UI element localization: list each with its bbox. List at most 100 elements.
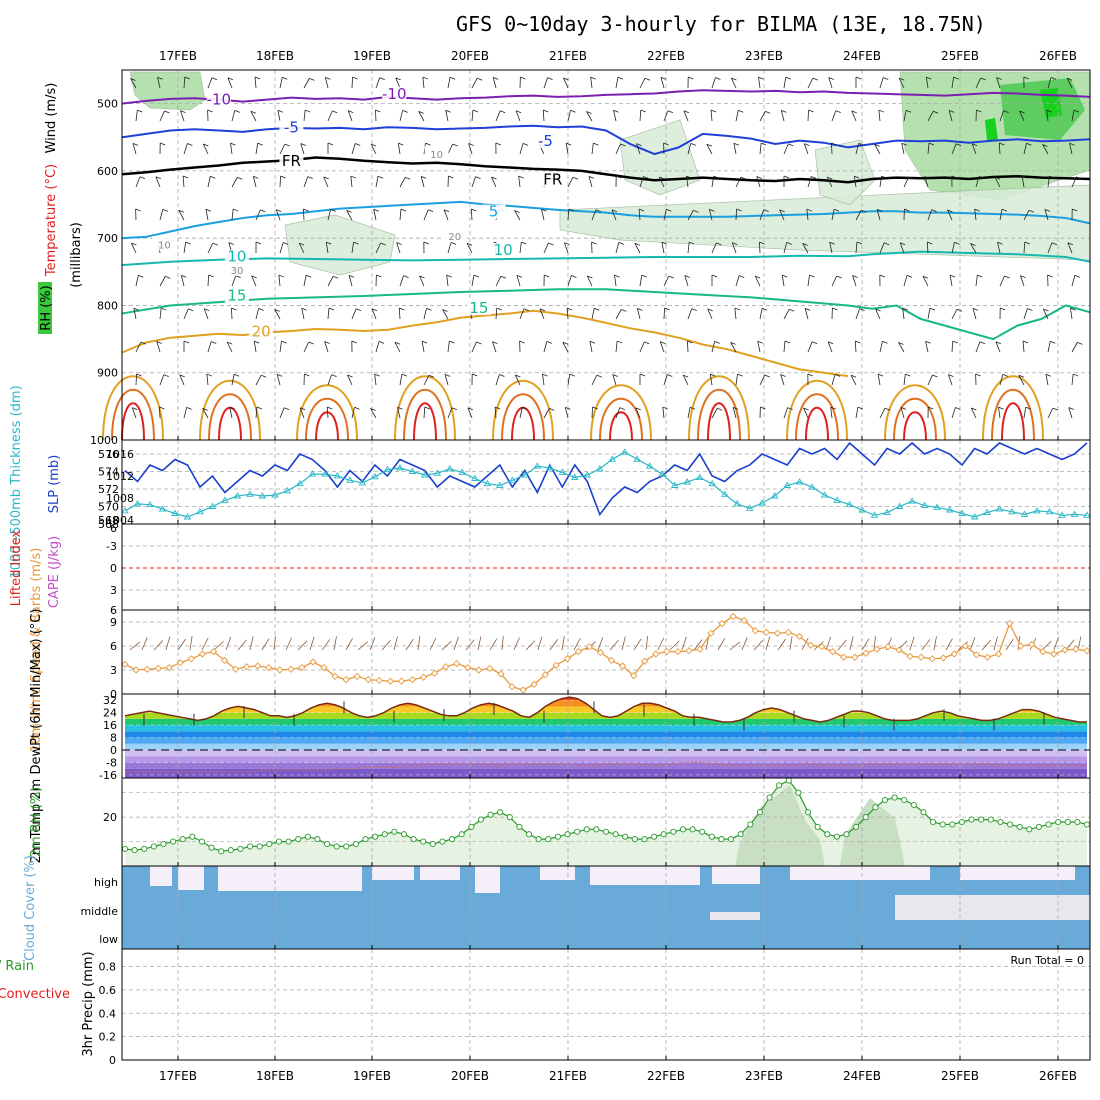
warm-contour bbox=[786, 380, 848, 441]
wind-barb bbox=[399, 110, 404, 122]
wind-barb bbox=[471, 78, 478, 89]
thickness-marker bbox=[820, 491, 829, 498]
wind-barb-flag bbox=[130, 78, 136, 81]
surface-wind-barb bbox=[921, 639, 931, 651]
wind-barb bbox=[875, 308, 881, 320]
wind-barb-flag bbox=[300, 143, 306, 146]
thickness-marker bbox=[333, 472, 342, 479]
wind-barb bbox=[396, 242, 401, 254]
wind-barb-flag bbox=[638, 208, 645, 212]
wind-barb bbox=[159, 374, 165, 386]
isotherm-line bbox=[121, 89, 1091, 105]
wind-barb-flag bbox=[323, 176, 329, 180]
wind-barb bbox=[423, 209, 429, 221]
temp-band bbox=[125, 737, 1087, 744]
wind-barb bbox=[447, 341, 450, 353]
wind-barb-flag bbox=[836, 275, 842, 279]
wind-barb-flag bbox=[733, 407, 739, 410]
rh-marker bbox=[602, 828, 610, 835]
rh-peak bbox=[840, 798, 905, 866]
cloud-layer-label: low bbox=[99, 933, 118, 946]
rh-marker bbox=[266, 840, 273, 848]
wind-speed-marker bbox=[707, 629, 715, 637]
rh-marker bbox=[670, 828, 677, 835]
surface-wind-barb bbox=[729, 641, 741, 651]
wind-barb-flag bbox=[333, 275, 339, 279]
wind-barb-flag bbox=[227, 77, 234, 81]
thickness-tick: 568 bbox=[98, 514, 119, 527]
wind-speed-marker bbox=[364, 675, 372, 684]
wind-barb-flag bbox=[467, 407, 474, 411]
wind-speed-marker bbox=[762, 628, 770, 637]
wind-barb-flag bbox=[444, 374, 451, 377]
thickness-marker bbox=[1058, 511, 1066, 518]
wind-barb bbox=[879, 242, 885, 254]
wind-barb bbox=[420, 176, 425, 188]
wind-barb bbox=[351, 143, 356, 155]
wind-barb-flag bbox=[644, 77, 651, 81]
warm-contour bbox=[707, 402, 731, 441]
rh-marker bbox=[949, 821, 956, 828]
wind-barb-flag bbox=[830, 406, 836, 410]
temp-tick: 32 bbox=[103, 694, 117, 707]
wind-speed-marker bbox=[618, 662, 627, 670]
cloud-layer-label: high bbox=[94, 876, 118, 889]
wind-barb-flag bbox=[1001, 208, 1008, 212]
wind-barb bbox=[898, 342, 905, 353]
wind-speed-marker bbox=[917, 653, 925, 661]
label-bg bbox=[279, 154, 304, 169]
wind-barb bbox=[157, 77, 161, 89]
wind-barb bbox=[997, 242, 1001, 254]
wind-barb bbox=[682, 374, 689, 386]
surface-wind-barb bbox=[849, 636, 854, 651]
thickness-marker bbox=[133, 500, 142, 507]
wind-barb-flag bbox=[738, 109, 744, 113]
wind-barb bbox=[807, 77, 814, 89]
wind-speed-marker bbox=[464, 663, 472, 672]
rh-marker bbox=[641, 836, 648, 843]
surface-wind-barb bbox=[933, 636, 937, 651]
wind-tick: 6 bbox=[110, 640, 117, 653]
wind-barb bbox=[807, 176, 812, 188]
wind-barb-flag bbox=[979, 341, 986, 345]
label-bg bbox=[442, 228, 467, 243]
wind-speed-marker bbox=[552, 661, 560, 669]
surface-wind-barb bbox=[357, 641, 368, 651]
surface-wind-barb bbox=[273, 636, 276, 651]
wind-barb bbox=[327, 374, 332, 386]
wind-speed-marker bbox=[132, 666, 140, 674]
wind-barb bbox=[227, 77, 233, 89]
wind-barb bbox=[803, 143, 809, 155]
surface-wind-barb bbox=[525, 640, 536, 651]
rh-marker bbox=[525, 831, 533, 838]
surface-wind-barb bbox=[153, 640, 164, 651]
wind-barb-flag bbox=[881, 175, 887, 179]
rh-marker bbox=[343, 843, 350, 850]
wind-barb-flag bbox=[305, 274, 312, 278]
wind-barb-flag bbox=[787, 407, 793, 410]
wind-barb-flag bbox=[758, 76, 764, 80]
wind-barb-flag bbox=[614, 274, 620, 278]
wind-barb bbox=[231, 209, 234, 221]
wind-speed-marker bbox=[972, 651, 981, 659]
thickness-tick: 574 bbox=[98, 466, 119, 479]
wind-barb bbox=[303, 176, 309, 188]
wind-barb bbox=[564, 407, 569, 419]
wind-barb bbox=[687, 340, 689, 353]
wind-speed-marker bbox=[862, 649, 870, 657]
wind-barb bbox=[927, 111, 934, 122]
cloud-gap-high bbox=[218, 866, 362, 891]
rh-legend-swatch bbox=[38, 282, 52, 334]
wind-barb bbox=[1044, 209, 1049, 221]
temp-bands bbox=[125, 697, 1087, 778]
thickness-marker bbox=[433, 469, 442, 476]
wind-barb bbox=[589, 341, 593, 353]
wind-barb bbox=[903, 110, 907, 122]
wind-barb-flag bbox=[1002, 374, 1008, 377]
surface-wind-barb bbox=[717, 638, 726, 651]
wind-barb-flag bbox=[542, 373, 548, 377]
wind-barb-flag bbox=[332, 110, 338, 114]
wind-barb bbox=[925, 77, 929, 89]
thickness-marker bbox=[158, 505, 167, 512]
